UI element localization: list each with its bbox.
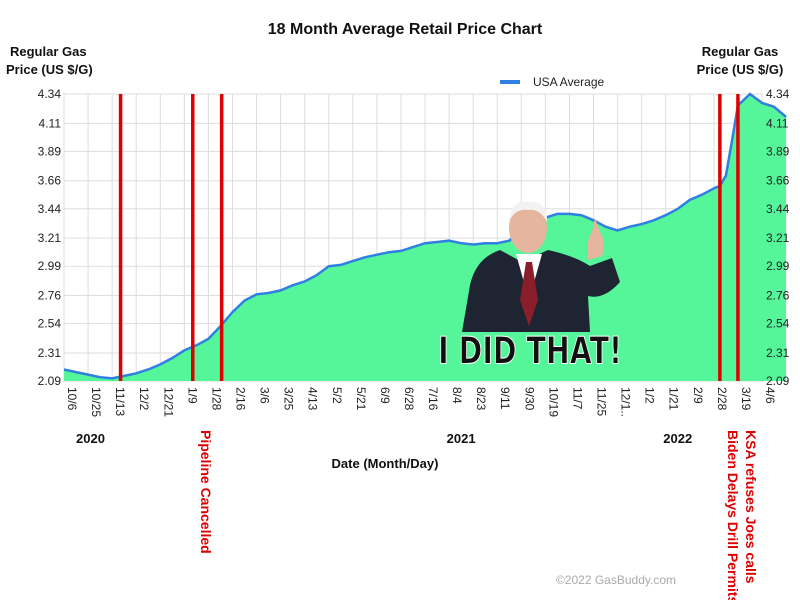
y-tick-label-left: 3.89 <box>38 144 62 158</box>
y-axis-title-right-line2: Price (US $/G) <box>697 62 784 77</box>
x-tick-label: 3/25 <box>282 387 296 411</box>
meme-overlay: I DID THAT! <box>438 201 622 373</box>
x-tick-label: 6/9 <box>378 387 392 404</box>
series-line <box>63 92 787 380</box>
x-tick-label: 2/16 <box>233 387 247 411</box>
y-tick-label-right: 3.89 <box>766 144 790 158</box>
x-tick-label: 8/23 <box>474 387 488 411</box>
y-tick-label-right: 2.76 <box>766 289 790 303</box>
x-tick-label: 12/21 <box>161 387 175 417</box>
x-tick-label: 9/30 <box>522 387 536 411</box>
y-tick-label-right: 4.11 <box>766 116 789 130</box>
y-tick-label-left: 3.21 <box>38 231 62 245</box>
figure-hand <box>587 218 604 260</box>
y-tick-label-right: 3.21 <box>766 231 790 245</box>
x-tick-label: 5/2 <box>330 387 344 404</box>
y-tick-label-left: 4.34 <box>38 87 62 101</box>
meme-caption: I DID THAT! <box>438 329 622 373</box>
series-area-fill <box>64 94 787 381</box>
year-label: 2021 <box>447 431 476 446</box>
x-tick-label: 10/25 <box>89 387 103 417</box>
annotation-labels: Pipeline Cancelled Biden Delays Drill Per… <box>198 430 759 600</box>
y-axis-title-left-line2: Price (US $/G) <box>6 62 93 77</box>
x-tick-label: 3/6 <box>258 387 272 404</box>
x-tick-label: 1/21 <box>667 387 681 411</box>
y-tick-labels: 4.34 4.34 4.11 4.11 3.89 3.89 3.66 3.66 3.44 3.44… <box>38 87 790 388</box>
x-tick-label: 6/28 <box>402 387 416 411</box>
x-tick-label: 1/2 <box>643 387 657 404</box>
y-tick-label-left: 2.54 <box>38 317 62 331</box>
y-tick-label-left: 2.31 <box>38 346 62 360</box>
x-tick-label: 11/7 <box>570 387 584 410</box>
annotation-label: KSA refuses Joes calls <box>743 430 759 584</box>
figure-hair <box>509 201 548 222</box>
x-tick-label: 2/9 <box>691 387 705 404</box>
x-tick-label: 5/21 <box>354 387 368 411</box>
y-tick-label-left: 3.66 <box>38 174 62 188</box>
y-tick-label-right: 2.99 <box>766 259 790 273</box>
legend: USA Average <box>500 75 604 89</box>
y-tick-label-right: 3.44 <box>766 202 790 216</box>
y-axis-title-left-line1: Regular Gas <box>10 44 87 59</box>
x-tick-label: 12/1.. <box>619 387 633 417</box>
y-tick-label-right: 2.54 <box>766 317 790 331</box>
x-tick-label: 12/2 <box>137 387 151 411</box>
chart-title: 18 Month Average Retail Price Chart <box>268 21 543 38</box>
x-tick-labels: 10/6 10/25 11/13 12/2 12/21 1/9 1/28 2/16 3/6 3/2… <box>65 387 777 417</box>
series-area <box>63 92 787 381</box>
x-axis-title: Date (Month/Day) <box>332 456 439 471</box>
y-axis-title-right-line1: Regular Gas <box>702 44 779 59</box>
annotation-label: Pipeline Cancelled <box>198 430 214 554</box>
watermark: ©2022 GasBuddy.com <box>556 573 676 587</box>
figure-head <box>509 203 547 253</box>
y-tick-label-right: 3.66 <box>766 174 790 188</box>
x-tick-label: 7/16 <box>426 387 440 411</box>
legend-label: USA Average <box>533 75 604 89</box>
y-tick-label-right: 2.31 <box>766 346 790 360</box>
x-tick-label: 10/6 <box>65 387 79 411</box>
x-tick-label: 11/25 <box>595 387 609 416</box>
y-tick-label-right: 2.09 <box>766 374 790 388</box>
y-tick-label-left: 4.11 <box>39 116 62 130</box>
y-tick-label-left: 2.76 <box>38 289 62 303</box>
year-label: 2020 <box>76 431 105 446</box>
year-labels: 2020 2021 2022 <box>76 431 692 446</box>
figure-suit <box>462 250 620 332</box>
y-tick-label-left: 2.99 <box>38 259 62 273</box>
x-tick-label: 1/28 <box>209 387 223 411</box>
x-tick-label: 8/4 <box>450 387 464 404</box>
y-tick-label-left: 3.44 <box>38 202 62 216</box>
x-tick-label: 3/19 <box>739 387 753 411</box>
x-tick-label: 11/13 <box>113 387 127 416</box>
x-tick-label: 4/6 <box>763 387 777 404</box>
x-tick-label: 2/28 <box>715 387 729 411</box>
annotation-lines <box>118 94 740 381</box>
x-tick-label: 4/13 <box>306 387 320 411</box>
x-tick-label: 9/11 <box>498 387 512 410</box>
annotation-label: Biden Delays Drill Permits <box>725 430 741 600</box>
y-tick-label-right: 4.34 <box>766 87 790 101</box>
x-tick-label: 10/19 <box>546 387 560 417</box>
x-tick-label: 1/9 <box>185 387 199 404</box>
y-tick-label-left: 2.09 <box>38 374 62 388</box>
figure-tie <box>520 262 538 326</box>
year-label: 2022 <box>663 431 692 446</box>
